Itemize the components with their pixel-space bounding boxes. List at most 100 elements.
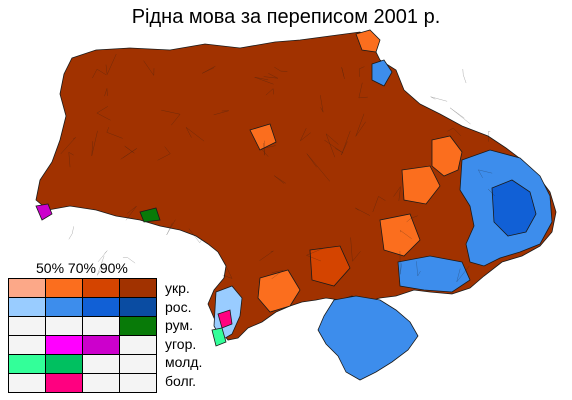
legend-swatch <box>82 316 120 336</box>
legend-row <box>8 373 157 393</box>
district-border-line <box>125 205 137 221</box>
legend-swatch <box>82 297 120 317</box>
legend-swatch <box>45 297 83 317</box>
legend-swatch <box>45 354 83 374</box>
legend-color-grid <box>8 278 157 393</box>
legend-swatch <box>45 373 83 393</box>
kharkiv-area <box>431 135 463 177</box>
azov-coast <box>397 255 471 293</box>
district-borders <box>60 53 495 283</box>
moldovan-enclave <box>211 327 227 347</box>
romanian-enclave <box>139 207 161 223</box>
district-border-line <box>166 219 176 236</box>
district-border-line <box>92 68 107 79</box>
legend-label: молд. <box>165 354 203 370</box>
district-border-line <box>341 67 345 80</box>
district-border-line <box>161 109 181 126</box>
district-border-line <box>325 133 339 158</box>
legend-swatch <box>119 335 157 355</box>
legend-swatch <box>45 335 83 355</box>
north-east-pocket <box>355 29 381 53</box>
district-border-line <box>185 127 205 142</box>
district-border-line <box>372 196 386 213</box>
district-border-line <box>68 226 74 240</box>
legend-thresholds: 50% 70% 90% <box>36 260 128 276</box>
district-border-line <box>447 127 461 136</box>
district-border-line <box>306 153 330 182</box>
district-border-line <box>358 82 368 99</box>
district-border-line <box>106 127 123 139</box>
legend-swatch <box>119 278 157 298</box>
district-border-line <box>124 145 135 154</box>
legend-swatch <box>8 335 46 355</box>
legend-swatch <box>45 316 83 336</box>
legend-swatch <box>119 373 157 393</box>
district-border-line <box>487 188 495 197</box>
legend-swatch <box>119 297 157 317</box>
district-border-line <box>456 265 470 283</box>
legend-label: рум. <box>165 317 193 333</box>
district-border-line <box>305 247 325 262</box>
district-border-line <box>462 69 467 84</box>
donbas-core <box>491 179 537 237</box>
hungarian-enclave <box>35 203 53 221</box>
district-border-line <box>274 175 286 184</box>
legend-swatch <box>8 316 46 336</box>
district-border-line <box>406 215 418 223</box>
district-border-line <box>393 186 401 201</box>
legend-labels: укр. рос. рум. угор. молд. болг. <box>165 279 202 390</box>
map-title: Рідна мова за переписом 2001 р. <box>131 6 441 28</box>
legend-label: угор. <box>165 335 197 352</box>
district-border-line <box>104 88 108 97</box>
district-border-line <box>488 131 491 142</box>
dnipro-area <box>401 165 441 205</box>
district-border-line <box>350 237 361 262</box>
legend-swatch <box>82 278 120 298</box>
legend-row <box>8 297 157 317</box>
district-border-line <box>300 128 311 142</box>
legend-swatch <box>119 316 157 336</box>
legend-row <box>8 316 157 336</box>
legend-label: болг. <box>165 372 196 389</box>
district-border-line <box>263 73 278 79</box>
legend-label: рос. <box>165 298 192 315</box>
district-border-line <box>68 151 74 168</box>
legend-label: укр. <box>165 280 190 296</box>
district-border-line <box>91 130 98 156</box>
legend-row <box>8 278 157 298</box>
crimea-region <box>317 295 419 381</box>
district-border-line <box>97 255 106 276</box>
district-border-line <box>254 77 274 85</box>
kyiv-area <box>249 123 277 151</box>
legend-swatch <box>82 335 120 355</box>
legend-swatch <box>82 373 120 393</box>
legend-swatch <box>119 354 157 374</box>
district-border-line <box>477 169 493 179</box>
legend-swatch <box>45 278 83 298</box>
district-border-line <box>60 137 76 155</box>
bulgarian-enclave <box>217 309 233 329</box>
district-border-line <box>355 207 370 216</box>
district-border-line <box>213 110 229 116</box>
legend-swatch <box>8 354 46 374</box>
district-border-line <box>265 88 274 96</box>
district-border-line <box>271 270 284 279</box>
district-border-line <box>320 95 324 113</box>
north-east-pocket-2 <box>371 59 393 87</box>
legend-row <box>8 335 157 355</box>
district-border-line <box>274 66 288 72</box>
district-border-line <box>202 65 216 74</box>
district-border-line <box>259 250 274 261</box>
district-border-line <box>260 145 276 157</box>
legend-swatch <box>8 278 46 298</box>
zaporizhzhia-area <box>379 213 421 257</box>
district-border-line <box>324 139 344 154</box>
legend-swatch <box>8 373 46 393</box>
district-border-line <box>188 228 202 244</box>
district-border-line <box>449 107 471 125</box>
district-border-line <box>263 140 265 156</box>
district-border-line <box>430 96 448 102</box>
district-border-line <box>143 60 155 77</box>
district-border-line <box>400 230 412 239</box>
